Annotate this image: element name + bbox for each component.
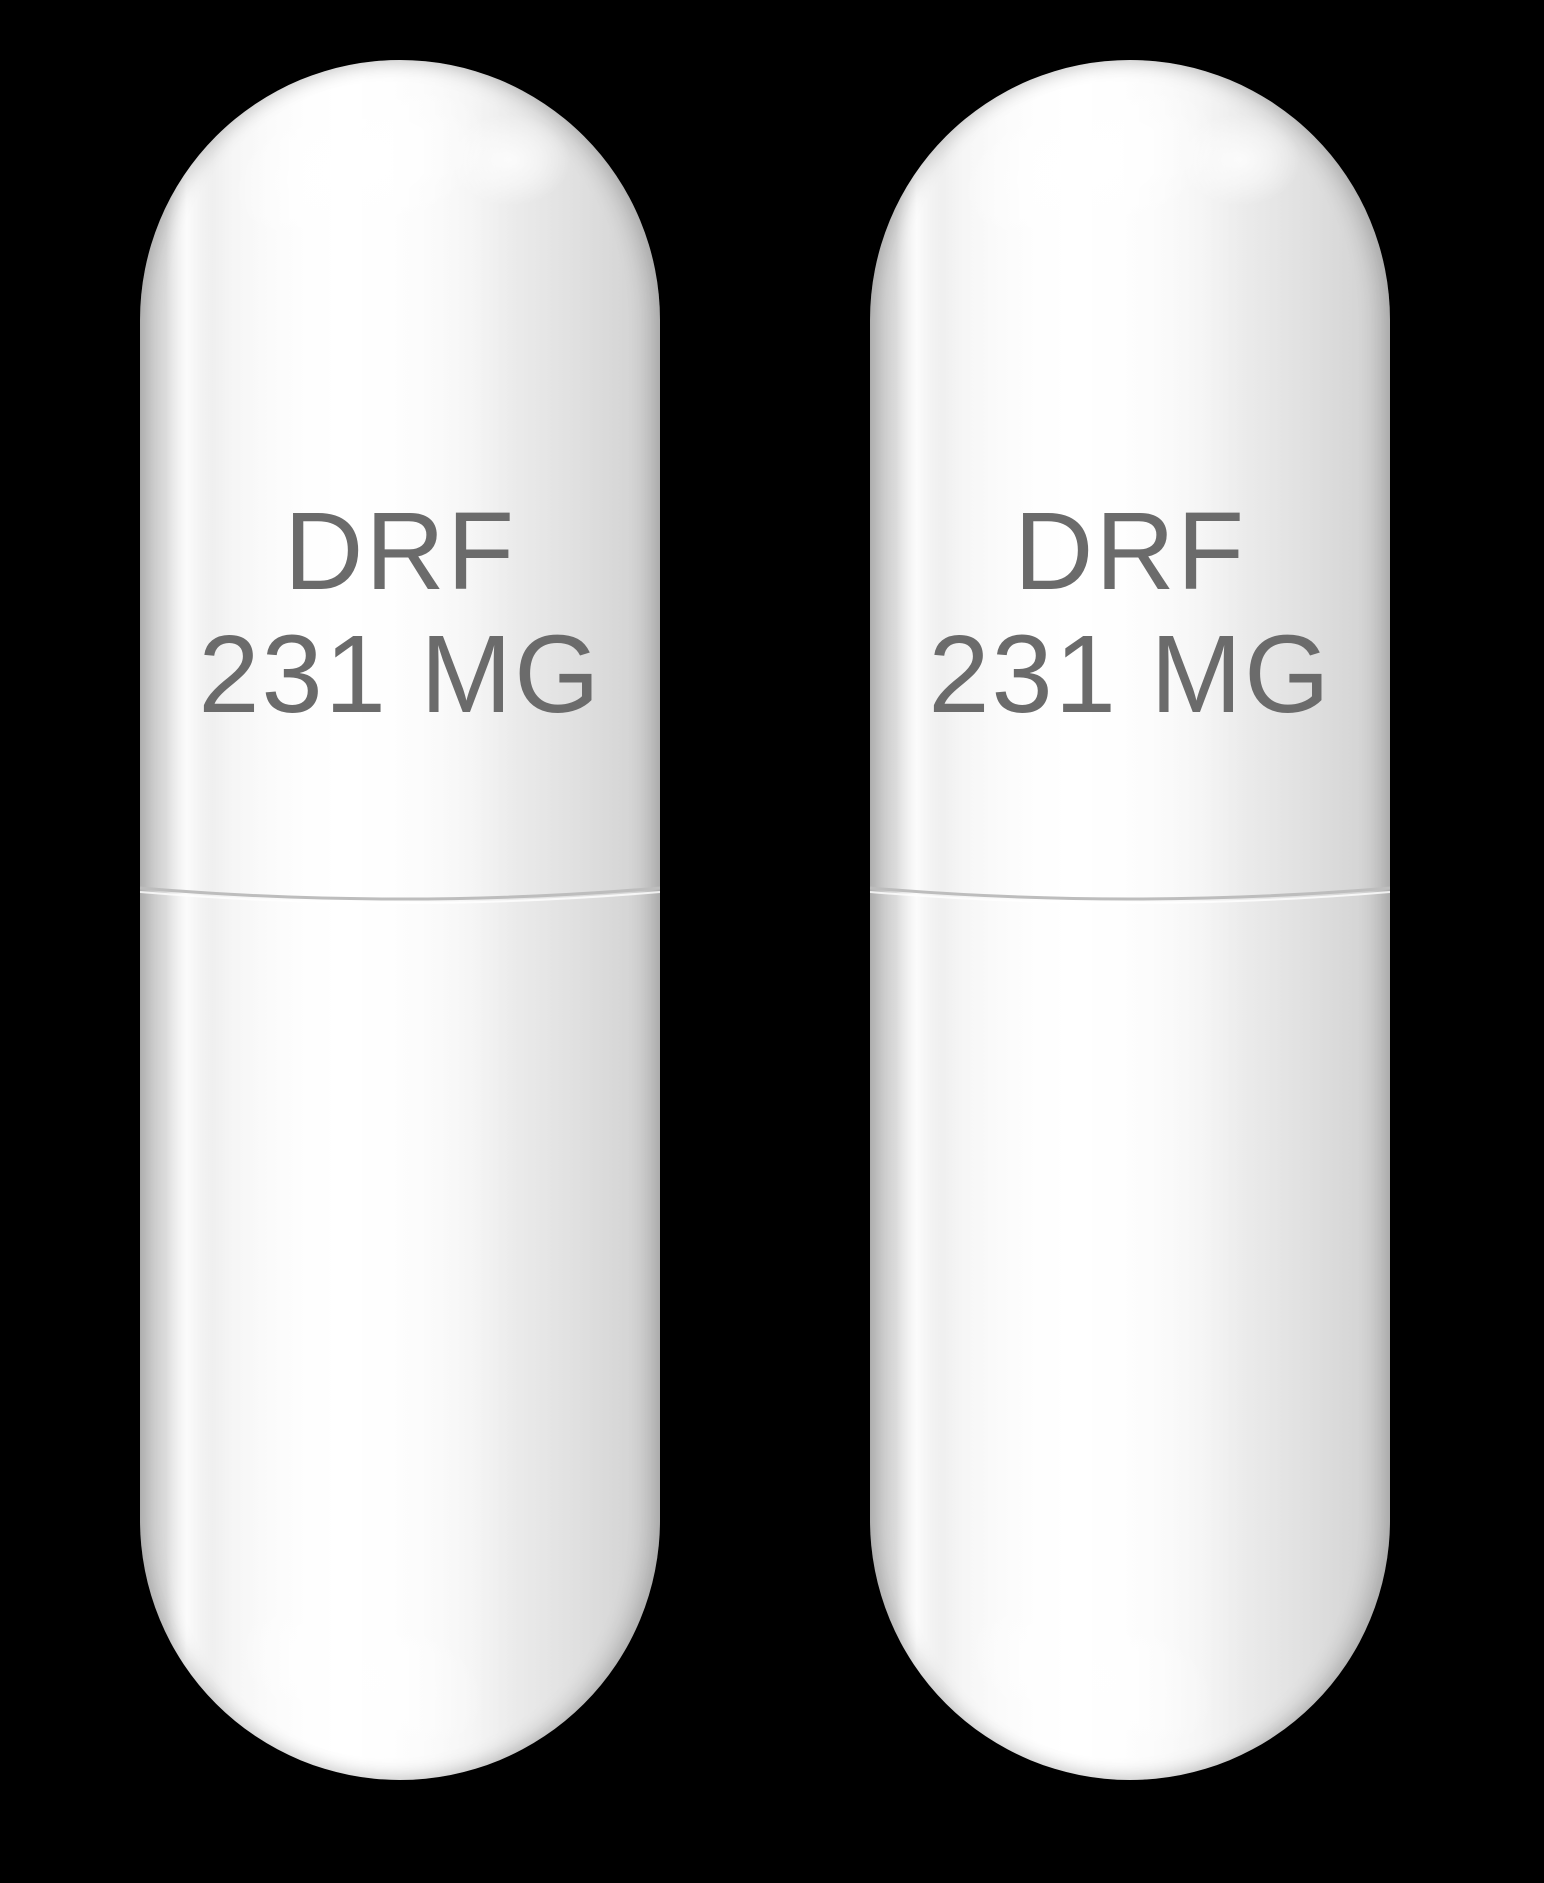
highlight xyxy=(943,1563,1237,1786)
imprint-line-1: DRF xyxy=(140,490,660,613)
capsule-body: DRF 231 MG xyxy=(140,60,660,1780)
highlight xyxy=(943,53,1237,276)
highlight xyxy=(1180,115,1300,205)
capsule-seam xyxy=(870,880,1390,910)
capsule-2: DRF 231 MG xyxy=(870,60,1390,1780)
imprint-line-2: 231 MG xyxy=(870,613,1390,736)
highlight xyxy=(213,53,507,276)
capsule-seam xyxy=(140,880,660,910)
imprint-line-2: 231 MG xyxy=(140,613,660,736)
capsule-imprint: DRF 231 MG xyxy=(140,490,660,736)
imprint-line-1: DRF xyxy=(870,490,1390,613)
capsule-1: DRF 231 MG xyxy=(140,60,660,1780)
capsule-body: DRF 231 MG xyxy=(870,60,1390,1780)
capsule-imprint: DRF 231 MG xyxy=(870,490,1390,736)
pill-render-stage: DRF 231 MG DRF 231 MG xyxy=(0,0,1544,1883)
highlight xyxy=(213,1563,507,1786)
highlight xyxy=(450,115,570,205)
